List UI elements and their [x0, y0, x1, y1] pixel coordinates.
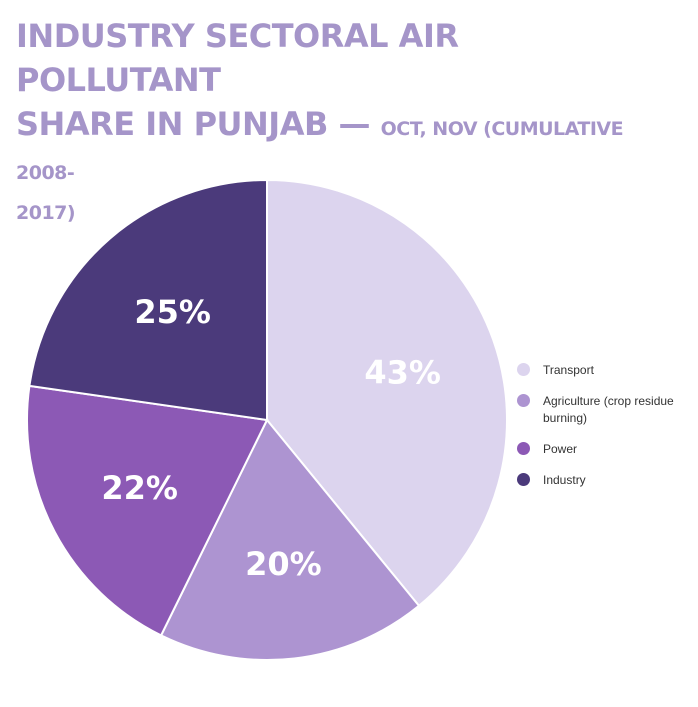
legend-label: Industry [543, 473, 586, 487]
legend-label: Agriculture (crop residue burning) [543, 394, 674, 425]
legend-swatch [517, 442, 530, 455]
chart-legend: Transport Agriculture (crop residue burni… [517, 362, 698, 503]
title-line-2-main: SHARE IN PUNJAB — [16, 105, 381, 143]
legend-item-industry: Industry [517, 472, 698, 489]
legend-item-power: Power [517, 441, 698, 458]
legend-item-transport: Transport [517, 362, 698, 379]
chart-title: INDUSTRY SECTORAL AIR POLLUTANT SHARE IN… [16, 14, 656, 231]
title-line-2-sub: OCT, NOV (CUMULATIVE 2008- [16, 118, 624, 184]
slice-label-transport: 43% [364, 354, 441, 392]
legend-label: Power [543, 442, 578, 456]
legend-item-agriculture: Agriculture (crop residue burning) [517, 393, 698, 427]
pie-slice-industry [28, 178, 268, 422]
pie-slice-transport [266, 178, 508, 608]
legend-label: Transport [543, 363, 594, 377]
legend-swatch [517, 363, 530, 376]
slice-label-agriculture: 20% [245, 545, 322, 583]
slice-label-power: 22% [101, 469, 178, 507]
pie-slice-power [26, 384, 269, 637]
title-line-1: INDUSTRY SECTORAL AIR POLLUTANT [16, 17, 459, 99]
slice-label-industry: 25% [134, 293, 211, 331]
legend-swatch [517, 394, 530, 407]
legend-swatch [517, 473, 530, 486]
pie-slice-agriculture [159, 418, 421, 661]
title-line-3: 2017) [16, 202, 76, 224]
